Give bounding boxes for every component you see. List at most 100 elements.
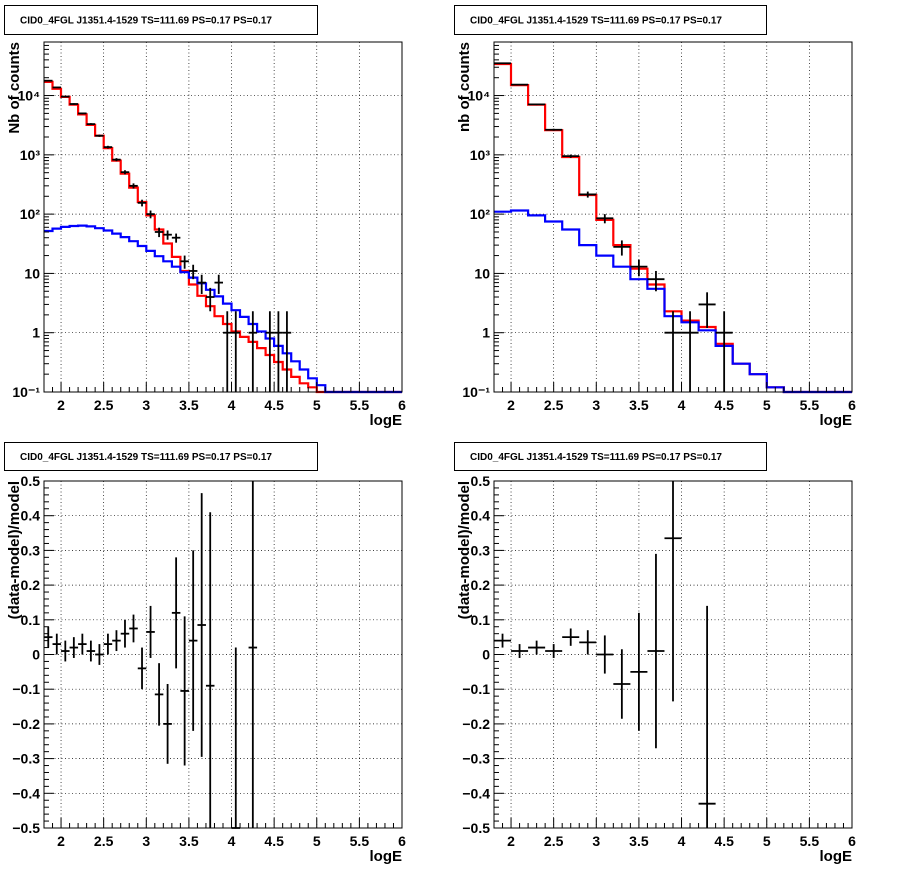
title-box	[4, 5, 318, 35]
y-axis-label: Nb of counts	[6, 42, 23, 134]
y-tick-label: 10⁴	[468, 88, 491, 104]
x-tick-label: 3.5	[179, 833, 199, 849]
x-tick-label: 2.5	[544, 397, 564, 413]
data-point	[231, 311, 241, 392]
x-tick-label: 2.5	[94, 833, 114, 849]
x-tick-label: 2	[507, 833, 515, 849]
data-point	[545, 128, 563, 131]
total-model-curve	[44, 80, 402, 394]
y-tick-label: 0	[32, 647, 40, 663]
data-point	[545, 644, 563, 658]
data-point	[630, 259, 648, 277]
data-point	[129, 614, 138, 643]
x-tick-label: 5	[763, 397, 771, 413]
data-point	[248, 311, 258, 392]
y-tick-label: 0.4	[21, 508, 41, 524]
x-axis-label: logE	[370, 848, 403, 865]
data-point	[511, 83, 529, 86]
chart-title: CID0_4FGL J1351.4-1529 TS=111.69 PS=0.17…	[470, 452, 722, 463]
data-point	[86, 640, 96, 662]
data-point	[282, 311, 292, 392]
x-tick-label: 3	[592, 833, 600, 849]
x-tick-label: 2.5	[544, 833, 564, 849]
y-tick-label: 0.4	[471, 508, 491, 524]
title-box	[454, 442, 767, 471]
y-tick-label: −0.1	[462, 681, 490, 697]
y-tick-label: −0.5	[462, 820, 490, 836]
x-tick-label: 5	[313, 397, 321, 413]
x-tick-label: 4	[228, 833, 236, 849]
data-point	[69, 637, 79, 658]
y-tick-label: 0.3	[21, 542, 41, 558]
x-tick-label: 4.5	[714, 397, 734, 413]
data-point	[171, 557, 181, 669]
y-axis-label: (data-model)/model	[456, 481, 473, 619]
y-tick-label: 1	[32, 325, 40, 341]
plot-frame	[43, 41, 403, 393]
x-tick-label: 4	[228, 397, 236, 413]
data-point	[61, 95, 70, 98]
data-point	[562, 154, 580, 158]
chart-title: CID0_4FGL J1351.4-1529 TS=111.69 PS=0.17…	[470, 16, 722, 27]
y-tick-label: 10⁻¹	[12, 384, 40, 400]
ticks	[43, 41, 403, 393]
data-point	[180, 255, 189, 269]
x-tick-label: 5.5	[350, 833, 370, 849]
data-point	[647, 553, 665, 749]
x-tick-label: 2	[507, 397, 515, 413]
data-point	[112, 158, 121, 162]
y-tick-label: −0.1	[12, 681, 40, 697]
x-axis-label: logE	[370, 412, 403, 429]
data-point	[562, 628, 580, 646]
ticks	[43, 480, 403, 829]
data-point	[197, 274, 206, 294]
data-point	[146, 210, 155, 219]
y-tick-label: 10⁻¹	[462, 384, 490, 400]
grid	[494, 481, 852, 828]
y-tick-label: 0.1	[21, 612, 41, 628]
data-point	[120, 170, 130, 175]
data-point	[112, 630, 121, 652]
data-point	[511, 644, 529, 658]
x-tick-label: 5	[763, 833, 771, 849]
data-point	[596, 635, 614, 674]
y-tick-label: −0.5	[12, 820, 40, 836]
y-tick-label: 10³	[470, 147, 491, 163]
data-point	[664, 311, 682, 392]
y-axis-label: (data-model)/model	[6, 481, 23, 619]
data-point	[86, 123, 96, 126]
x-tick-label: 6	[848, 833, 856, 849]
data-point	[129, 183, 138, 189]
y-tick-label: −0.2	[462, 716, 490, 732]
data-point	[137, 647, 147, 690]
ticks	[493, 480, 853, 829]
data-point	[698, 605, 716, 828]
data-point	[528, 640, 546, 655]
data-point	[103, 633, 113, 655]
y-axis-label: nb of counts	[456, 42, 473, 132]
title-box	[4, 442, 318, 471]
y-tick-label: −0.4	[462, 785, 490, 801]
data-point	[214, 274, 223, 294]
data-point	[154, 227, 164, 238]
data-point	[647, 270, 665, 292]
y-tick-label: 0.1	[471, 612, 491, 628]
data-point	[95, 644, 104, 665]
x-axis-label: logE	[820, 412, 853, 429]
data-point	[78, 633, 87, 655]
grid	[44, 42, 402, 392]
y-tick-label: 1	[482, 325, 490, 341]
chart-panel-1: CID0_4FGL J1351.4-1529 TS=111.69 PS=0.17…	[4, 5, 406, 429]
y-tick-label: 0.3	[471, 542, 491, 558]
data-point	[596, 214, 614, 224]
data-point	[579, 630, 597, 655]
data-point	[205, 287, 215, 312]
x-tick-label: 4	[678, 833, 686, 849]
data-point	[137, 199, 147, 207]
y-tick-label: 10²	[20, 206, 41, 222]
x-tick-label: 3	[142, 833, 150, 849]
x-tick-label: 6	[398, 397, 406, 413]
x-tick-label: 2	[57, 833, 65, 849]
data-point	[494, 62, 512, 65]
data-point	[613, 649, 631, 719]
